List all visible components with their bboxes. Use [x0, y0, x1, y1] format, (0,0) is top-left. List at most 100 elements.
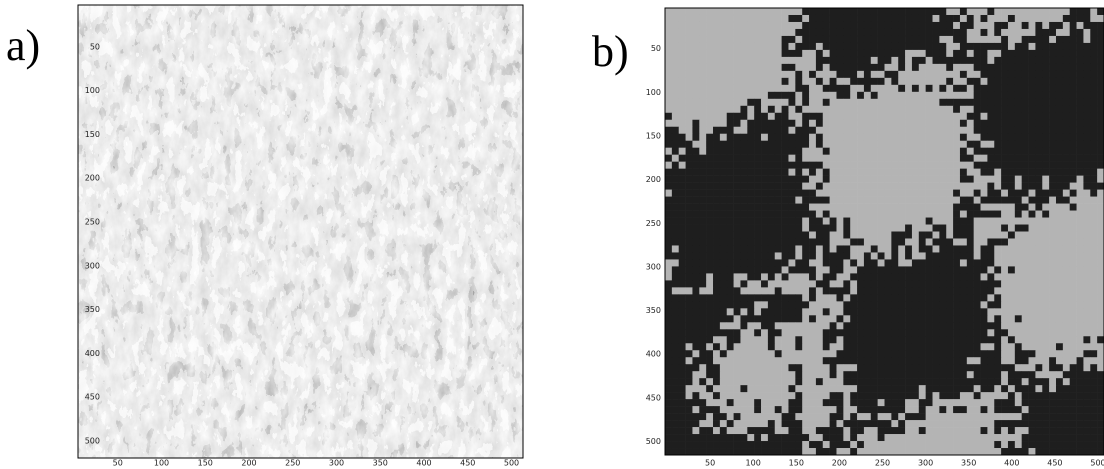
segment-block [987, 36, 994, 43]
segment-block [850, 225, 857, 232]
segment-block [788, 301, 795, 308]
segment-block [713, 204, 720, 211]
segment-block [1022, 169, 1029, 176]
x-tick-label: 150 [198, 459, 213, 468]
segment-block [1001, 85, 1008, 92]
segment-block [857, 232, 864, 239]
segment-block [672, 8, 679, 15]
segment-block [1022, 371, 1029, 378]
segment-block [905, 155, 912, 162]
segment-block [788, 141, 795, 148]
segment-block [1083, 259, 1090, 266]
segment-block [933, 336, 940, 343]
segment-block [871, 43, 878, 50]
segment-block [994, 252, 1001, 259]
segment-block [987, 343, 994, 350]
segment-block [768, 127, 775, 134]
segment-block [1001, 8, 1008, 15]
segment-block [871, 211, 878, 218]
segment-block [905, 8, 912, 15]
segment-block [720, 350, 727, 357]
segment-block [967, 99, 974, 106]
segment-block [864, 92, 871, 99]
segment-block [981, 322, 988, 329]
segment-block [1070, 141, 1077, 148]
segment-block [843, 78, 850, 85]
segment-block [891, 273, 898, 280]
segment-block [816, 197, 823, 204]
segment-block [740, 225, 747, 232]
segment-block [830, 113, 837, 120]
segment-block [885, 378, 892, 385]
segment-block [864, 301, 871, 308]
segment-block [795, 364, 802, 371]
segment-block [1042, 245, 1049, 252]
segment-block [1042, 190, 1049, 197]
segment-block [1049, 22, 1056, 29]
segment-block [740, 141, 747, 148]
segment-block [823, 371, 830, 378]
segment-block [843, 245, 850, 252]
segment-block [1049, 280, 1056, 287]
segment-block [960, 392, 967, 399]
segment-block [939, 441, 946, 448]
segment-block [1001, 350, 1008, 357]
segment-block [713, 78, 720, 85]
segment-block [1090, 252, 1097, 259]
segment-block [795, 29, 802, 36]
segment-block [782, 106, 789, 113]
segment-block [706, 350, 713, 357]
segment-block [891, 50, 898, 57]
segment-block [891, 427, 898, 434]
segment-block [946, 245, 953, 252]
segment-block [967, 315, 974, 322]
segment-block [665, 218, 672, 225]
segment-block [1015, 218, 1022, 225]
segment-block [898, 204, 905, 211]
segment-block [1097, 36, 1104, 43]
segment-block [981, 371, 988, 378]
segment-block [727, 204, 734, 211]
segment-block [679, 22, 686, 29]
segment-block [1070, 64, 1077, 71]
segment-block [926, 134, 933, 141]
segment-block [761, 280, 768, 287]
segment-block [679, 211, 686, 218]
segment-block [775, 350, 782, 357]
segment-block [1070, 420, 1077, 427]
segment-block [898, 106, 905, 113]
segment-block [1015, 120, 1022, 127]
segment-block [734, 280, 741, 287]
segment-block [933, 427, 940, 434]
segment-block [788, 127, 795, 134]
segment-block [699, 148, 706, 155]
segment-block [830, 245, 837, 252]
segment-block [1022, 336, 1029, 343]
segment-block [1063, 162, 1070, 169]
segment-block [953, 211, 960, 218]
segment-block [878, 50, 885, 57]
segment-block [1077, 127, 1084, 134]
segment-block [734, 357, 741, 364]
segment-block [761, 364, 768, 371]
segment-block [816, 155, 823, 162]
segment-block [713, 29, 720, 36]
segment-block [761, 106, 768, 113]
segment-block [871, 273, 878, 280]
segment-block [926, 190, 933, 197]
segment-block [1077, 322, 1084, 329]
segment-block [926, 392, 933, 399]
segment-block [1077, 266, 1084, 273]
segment-block [1097, 245, 1104, 252]
segment-block [864, 127, 871, 134]
segment-block [823, 43, 830, 50]
segment-block [747, 245, 754, 252]
segment-block [871, 106, 878, 113]
segment-block [919, 378, 926, 385]
segment-block [1022, 280, 1029, 287]
segment-block [1083, 308, 1090, 315]
segment-block [686, 127, 693, 134]
segment-block [1090, 259, 1097, 266]
segment-block [816, 218, 823, 225]
segment-block [960, 371, 967, 378]
